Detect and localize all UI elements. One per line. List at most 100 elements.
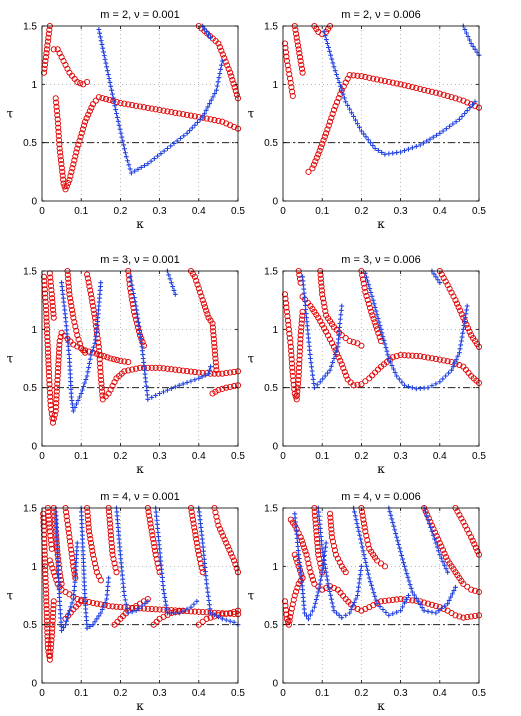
data-point-circle [85,524,92,531]
data-point-circle [95,343,102,350]
data-point-plus [101,603,107,609]
data-point-plus [386,151,392,157]
data-point-plus [109,87,114,93]
data-point-circle [432,355,439,363]
data-point-circle [460,614,467,621]
data-point-circle [334,99,341,106]
data-point-circle [287,79,294,86]
data-point-circle [45,34,52,41]
data-point-circle [358,73,365,80]
data-point-circle [44,341,51,348]
data-point-plus [380,334,386,340]
data-point-circle [49,419,57,426]
subplot-m4-nu0006: m = 4, ν = 0.006 κ τ 0 0.1 0.2 0.3 0.4 0.5 0 0.… [248,491,487,713]
data-point-circle [99,396,106,403]
data-point-circle [210,332,217,339]
data-point-plus [184,380,190,385]
data-point-plus [338,83,343,89]
series-plus [321,23,482,157]
data-point-circle [140,104,147,111]
data-point-circle [223,384,230,391]
data-point-plus [339,615,345,621]
data-point-plus [171,141,177,146]
data-point-plus [155,526,161,531]
x-tick-label: 0.5 [472,688,486,699]
data-point-circle [424,600,432,607]
data-point-circle [47,393,54,400]
data-point-circle [366,74,373,81]
data-point-circle [218,529,225,536]
data-point-plus [389,516,395,522]
x-tick-label: 0.2 [354,451,368,462]
data-point-circle [297,336,304,343]
data-point-circle [85,520,92,527]
data-point-plus [373,597,379,603]
data-point-circle [424,354,432,361]
data-point-circle [42,294,49,301]
data-point-circle [421,353,428,360]
data-point-plus [379,149,385,155]
data-point-circle [364,296,371,303]
data-point-plus [314,382,320,388]
data-point-circle [107,532,114,539]
y-axis-label: τ [248,352,255,366]
data-point-plus [129,609,135,615]
data-point-circle [187,112,195,119]
data-point-circle [193,539,200,547]
data-point-circle [318,279,325,286]
y-axis-label: τ [7,107,14,121]
data-point-plus [365,571,371,577]
data-point-circle [385,78,392,85]
data-point-plus [313,597,319,602]
data-point-circle [413,352,420,359]
data-point-circle [471,541,478,548]
data-point-plus [294,531,300,537]
data-point-plus [449,367,454,373]
data-point-plus [433,381,439,387]
data-point-circle [54,116,61,123]
data-point-circle [84,512,91,519]
data-point-circle [56,341,63,348]
data-point-circle [359,508,366,515]
data-point-plus [65,335,70,341]
data-point-circle [347,379,354,386]
data-point-circle [108,539,115,547]
data-point-plus [367,579,373,585]
data-point-plus [355,588,361,594]
data-point-plus [421,140,426,146]
data-point-circle [362,378,369,385]
data-point-circle [152,551,159,558]
data-point-circle [306,564,313,571]
x-tick-label: 0.4 [433,206,447,217]
data-point-plus [361,552,367,558]
data-point-circle [385,597,392,604]
data-point-plus [353,517,359,523]
data-point-plus [118,556,124,562]
data-point-circle [229,76,236,84]
data-point-plus [338,312,344,318]
data-point-circle [46,528,53,535]
data-point-circle [298,61,305,68]
data-point-plus [360,548,366,554]
data-point-plus [216,614,221,620]
data-point-circle [192,532,199,539]
data-point-circle [358,342,365,349]
data-point-circle [284,317,291,324]
data-point-plus [111,99,117,105]
data-point-circle [117,357,124,364]
data-point-plus [144,388,150,393]
data-point-circle [288,605,295,612]
data-point-circle [113,603,120,610]
data-point-circle [316,555,323,563]
data-point-circle [436,604,443,611]
data-point-plus [204,585,210,591]
data-point-circle [125,358,132,366]
data-point-circle [42,302,49,310]
y-tick-label: 1.5 [23,267,37,278]
data-point-circle [47,648,54,655]
data-point-plus [295,540,300,545]
data-point-plus [306,339,312,345]
data-point-circle [212,509,219,516]
data-point-plus [472,99,478,105]
data-point-circle [444,358,451,365]
